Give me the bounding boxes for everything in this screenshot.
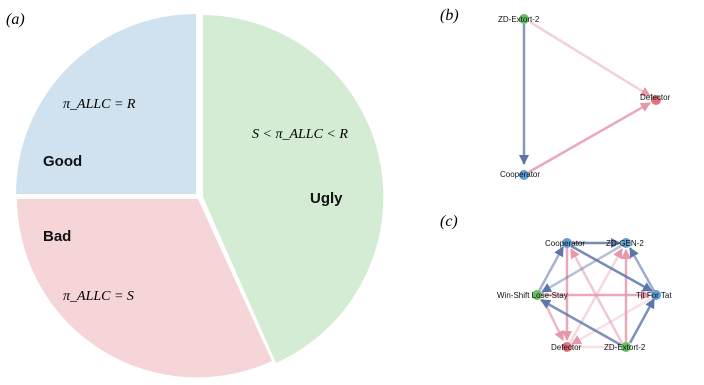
pie-slice-good xyxy=(16,14,196,194)
edge-extort-to-defector xyxy=(529,20,651,98)
formula-good: π_ALLC = R xyxy=(63,97,136,112)
node-c-wsls xyxy=(532,290,542,300)
edge-coop-tft xyxy=(570,244,653,293)
label-ugly: Ugly xyxy=(310,190,343,207)
edge-extort-tft xyxy=(628,298,656,344)
edge-cooperator-to-defector xyxy=(528,101,651,174)
panel-a-label: (a) xyxy=(6,11,25,28)
edges-blue xyxy=(537,238,656,347)
node-c-defector xyxy=(562,342,572,352)
edges-pink xyxy=(541,246,653,349)
pie-slice-bad xyxy=(17,199,272,378)
panel-c: (c) Cooperator ZD- xyxy=(440,213,672,352)
panel-b-label: (b) xyxy=(440,7,459,24)
node-c-cooperator xyxy=(562,238,572,248)
node-defector xyxy=(651,95,661,105)
label-bad: Bad xyxy=(43,228,71,245)
node-label-c-defector: Defector xyxy=(551,343,582,352)
node-cooperator xyxy=(519,170,529,180)
node-c-zd-extort-2 xyxy=(621,342,631,352)
node-c-tit-for-tat xyxy=(651,290,661,300)
pie-slice-ugly xyxy=(203,15,384,363)
panel-c-label: (c) xyxy=(440,213,458,230)
node-label-c-tit-for-tat: Tit For Tat xyxy=(636,291,672,300)
edge-zdgen-wsls xyxy=(541,244,622,294)
node-label-defector: Defector xyxy=(640,93,671,102)
panel-b: (b) ZD-Extort-2 Defector Cooperator xyxy=(440,7,671,180)
node-label-cooperator: Cooperator xyxy=(500,170,540,179)
node-label-zd-extort-2: ZD-Extort-2 xyxy=(498,15,540,24)
node-zd-extort-2 xyxy=(519,14,529,24)
panel-a: (a) π_ALLC = R Good S < π_ALLC < R Ugly … xyxy=(6,11,384,378)
edge-wsls-defector xyxy=(541,298,565,341)
formula-bad: π_ALLC = S xyxy=(63,289,134,304)
formula-ugly: S < π_ALLC < R xyxy=(252,127,348,142)
edge-extort-wsls xyxy=(540,298,622,347)
edge-wsls-coop xyxy=(537,246,565,292)
node-label-c-cooperator: Cooperator xyxy=(545,239,585,248)
edge-defector-zdgen xyxy=(568,248,624,344)
node-label-c-wsls: Win-Shift Lose-Stay xyxy=(497,291,568,300)
label-good: Good xyxy=(43,153,82,170)
edge-tft-defector xyxy=(571,296,653,346)
node-label-c-zd-extort-2: ZD-Extort-2 xyxy=(604,343,646,352)
node-c-zd-gen-2 xyxy=(621,238,631,248)
edge-tft-zdgen xyxy=(628,247,656,292)
node-label-c-zd-gen-2: ZD-GEN-2 xyxy=(606,239,644,248)
